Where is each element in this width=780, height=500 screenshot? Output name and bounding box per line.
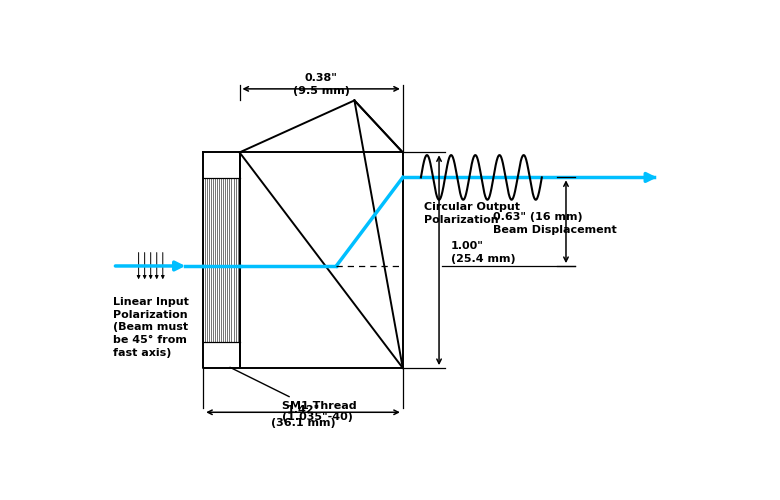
Text: 0.63" (16 mm)
Beam Displacement: 0.63" (16 mm) Beam Displacement bbox=[494, 212, 617, 235]
Text: 0.38"
(9.5 mm): 0.38" (9.5 mm) bbox=[292, 74, 349, 96]
Text: 1.42"
(36.1 mm): 1.42" (36.1 mm) bbox=[271, 406, 335, 427]
Text: 1.00"
(25.4 mm): 1.00" (25.4 mm) bbox=[451, 242, 516, 264]
Text: Linear Input
Polarization
(Beam must
be 45° from
fast axis): Linear Input Polarization (Beam must be … bbox=[112, 297, 189, 358]
Text: Circular Output
Polarization: Circular Output Polarization bbox=[424, 202, 520, 225]
Text: SM1 Thread
(1.035"-40): SM1 Thread (1.035"-40) bbox=[230, 368, 356, 422]
